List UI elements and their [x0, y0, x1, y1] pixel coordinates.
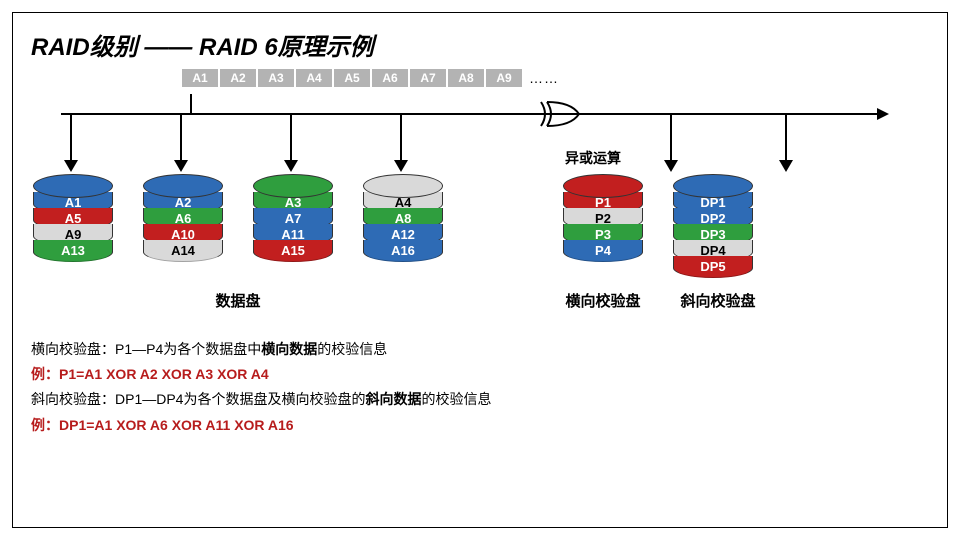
stream-cell: A4: [295, 68, 333, 88]
disk-strip: A14: [143, 240, 223, 262]
stream-cell: A6: [371, 68, 409, 88]
arrow-connectors: [31, 94, 931, 174]
data-disk-2: A3A7A11A15: [253, 174, 333, 278]
disk-strip: A15: [253, 240, 333, 262]
data-stream: A1A2A3A4A5A6A7A8A9 ……: [181, 68, 929, 88]
data-disk-0: A1A5A9A13: [33, 174, 113, 278]
disk-top: [673, 174, 753, 198]
d-parity-label: 斜向校验盘: [673, 290, 763, 311]
description-block: 横向校验盘：P1—P4为各个数据盘中横向数据的校验信息 例：P1=A1 XOR …: [31, 337, 929, 438]
disk-row: A1A5A9A13A2A6A10A14A3A7A11A15A4A8A12A16 …: [33, 174, 929, 278]
page-title: RAID级别 —— RAID 6原理示例: [31, 27, 929, 62]
data-disk-3: A4A8A12A16: [363, 174, 443, 278]
data-disk-label: 数据盘: [33, 290, 443, 311]
desc-example2: 例：DP1=A1 XOR A6 XOR A11 XOR A16: [31, 413, 929, 438]
data-disk-1: A2A6A10A14: [143, 174, 223, 278]
disk-strip: DP5: [673, 256, 753, 278]
disk-top: [253, 174, 333, 198]
disk-top: [143, 174, 223, 198]
disk-strip: A13: [33, 240, 113, 262]
stream-cell: A9: [485, 68, 523, 88]
desc-line3a: 斜向校验盘：DP1—DP4为各个数据盘及横向校验盘的: [31, 391, 365, 407]
stream-cell: A8: [447, 68, 485, 88]
disk-top: [33, 174, 113, 198]
desc-line3c: 的校验信息: [421, 391, 491, 407]
stream-cell: A7: [409, 68, 447, 88]
desc-line1c: 的校验信息: [317, 341, 387, 357]
desc-line1a: 横向校验盘：P1—P4为各个数据盘中: [31, 341, 261, 357]
stream-cell: A2: [219, 68, 257, 88]
stream-cell: A5: [333, 68, 371, 88]
disk-strip: A16: [363, 240, 443, 262]
stream-cell: A1: [181, 68, 219, 88]
stream-cell: A3: [257, 68, 295, 88]
parity-disk-1: DP1DP2DP3DP4DP5: [673, 174, 753, 278]
desc-example1: 例：P1=A1 XOR A2 XOR A3 XOR A4: [31, 362, 929, 387]
desc-line3b: 斜向数据: [365, 391, 421, 407]
desc-line1b: 横向数据: [261, 341, 317, 357]
stream-ellipsis: ……: [529, 70, 559, 86]
disk-strip: P4: [563, 240, 643, 262]
disk-top: [363, 174, 443, 198]
disk-top: [563, 174, 643, 198]
xor-label: 异或运算: [565, 148, 621, 168]
parity-disk-0: P1P2P3P4: [563, 174, 643, 278]
h-parity-label: 横向校验盘: [563, 290, 643, 311]
